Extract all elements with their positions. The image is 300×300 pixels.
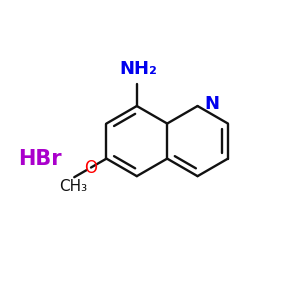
Text: HBr: HBr: [18, 149, 62, 169]
Text: N: N: [204, 94, 219, 112]
Text: NH₂: NH₂: [119, 60, 157, 78]
Text: O: O: [85, 158, 98, 176]
Text: CH₃: CH₃: [59, 179, 87, 194]
